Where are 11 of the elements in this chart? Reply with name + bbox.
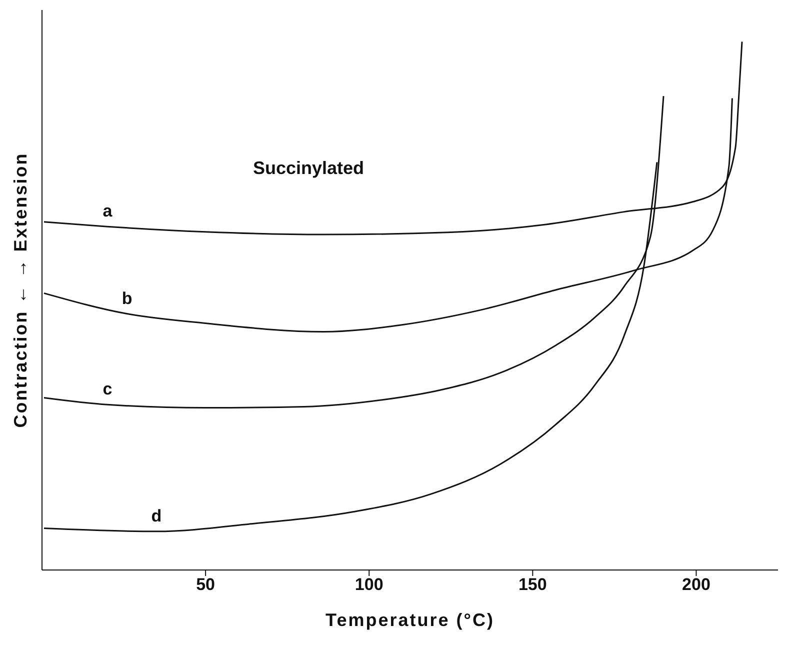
x-tick-label: 150 [518,575,547,594]
series-label: c [102,380,112,399]
series-label: a [102,202,113,221]
x-axis-title: Temperature (°C) [326,610,494,630]
series-label: b [122,288,132,308]
series-label: d [151,506,162,526]
x-tick-label: 50 [196,575,216,594]
annotation: Succinylated [253,158,364,179]
x-tick-label: 200 [682,575,710,594]
y-axis-title: Contraction ← → Extension [10,152,30,428]
x-tick-label: 100 [354,575,384,594]
